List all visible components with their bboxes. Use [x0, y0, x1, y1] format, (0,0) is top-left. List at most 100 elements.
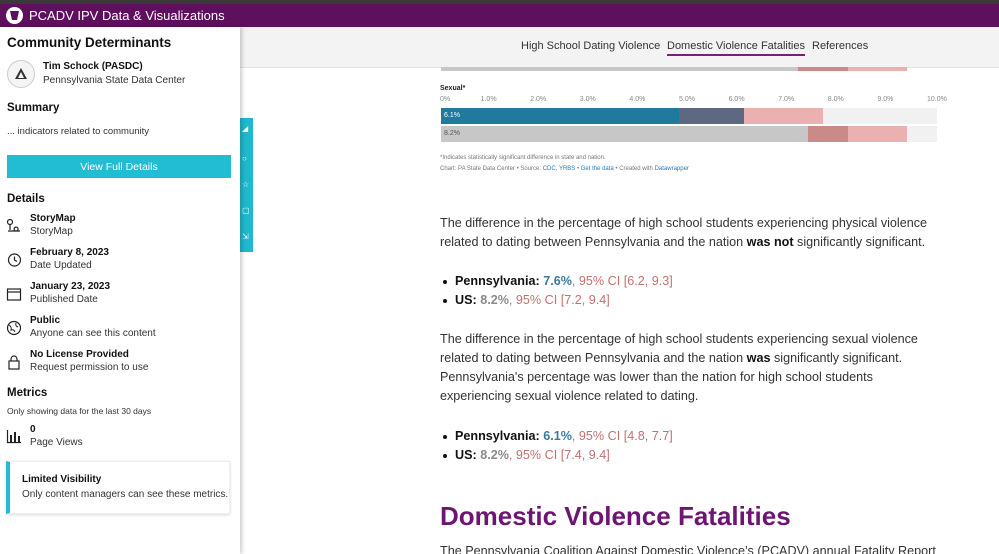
- detail-visibility-sub: Anyone can see this content: [30, 328, 156, 339]
- physical-violence-paragraph: The difference in the percentage of high…: [440, 214, 940, 252]
- para1-emphasis: was not: [746, 235, 794, 249]
- metrics-heading: Metrics: [7, 387, 48, 399]
- sexual-violence-paragraph: The difference in the percentage of high…: [440, 330, 940, 406]
- list-item: Pennsylvania: 7.6%, 95% CI [6.2, 9.3]: [440, 272, 673, 291]
- story-content: High School Dating Violence Domestic Vio…: [240, 27, 999, 554]
- list-label: Pennsylvania:: [455, 429, 540, 443]
- frame-icon[interactable]: ▢: [242, 206, 250, 215]
- prev-row-ci-upper-bar: [847, 67, 908, 71]
- x-tick-label: 7.0%: [778, 96, 795, 103]
- history-icon: [7, 253, 22, 267]
- x-tick-label: 4.0%: [629, 96, 646, 103]
- x-tick-label: 8.0%: [827, 96, 844, 103]
- metrics-note: Only showing data for the last 30 days: [7, 406, 152, 416]
- item-title: Community Determinants: [7, 35, 172, 50]
- tab-domestic-violence-fatalities[interactable]: Domestic Violence Fatalities: [667, 40, 805, 56]
- tab-references[interactable]: References: [812, 40, 869, 52]
- sexual-violence-list: Pennsylvania: 6.1%, 95% CI [4.8, 7.7] US…: [440, 427, 673, 465]
- section-heading: Domestic Violence Fatalities: [440, 501, 791, 531]
- detail-updated: February 8, 2023: [30, 247, 109, 258]
- para2-emphasis: was: [746, 351, 771, 365]
- list-value: 8.2%: [480, 448, 509, 462]
- list-value: 7.6%: [543, 274, 572, 288]
- chart-section-label: Sexual*: [440, 85, 466, 92]
- details-heading: Details: [7, 193, 45, 205]
- detail-type-sub: StoryMap: [30, 226, 73, 237]
- detail-license: No License Provided: [30, 349, 129, 360]
- para2-text: The difference in the percentage of high…: [440, 332, 918, 365]
- chart-created-with: • Created with: [613, 166, 655, 172]
- bar-pennsylvania: [441, 108, 680, 124]
- owner-org: Pennsylvania State Data Center: [43, 75, 186, 86]
- prev-row-bar: [441, 67, 799, 71]
- sexual-violence-chart: Sexual* 0% 1.0% 2.0% 3.0% 4.0% 5.0% 6.0% 7.0% 8.…: [440, 67, 947, 177]
- notice-text: Only content managers can see these metr…: [22, 489, 229, 500]
- list-item: Pennsylvania: 6.1%, 95% CI [4.8, 7.7]: [440, 427, 673, 446]
- x-tick-label: 2.0%: [530, 96, 547, 103]
- detail-type: StoryMap: [30, 213, 76, 224]
- para1-text: The difference in the percentage of high…: [440, 216, 928, 249]
- circle-icon[interactable]: ○: [242, 154, 247, 163]
- lock-icon: [8, 355, 20, 370]
- list-item: US: 8.2%, 95% CI [7.2, 9.4]: [440, 291, 673, 310]
- details-sidebar: Community Determinants Tim Schock (PASDC…: [0, 27, 240, 554]
- chart-source: Chart: PA State Data Center • Source: CD…: [440, 166, 689, 172]
- x-tick-label: 0%: [440, 96, 451, 103]
- detail-visibility: Public: [30, 315, 61, 326]
- list-label: US:: [455, 293, 477, 307]
- app-title: PCADV IPV Data & Visualizations: [29, 8, 225, 23]
- list-label: Pennsylvania:: [455, 274, 540, 288]
- pennsylvania-keystone-logo-icon: [6, 7, 23, 24]
- list-label: US:: [455, 448, 477, 462]
- physical-violence-list: Pennsylvania: 7.6%, 95% CI [6.2, 9.3] US…: [440, 272, 673, 310]
- detail-published: January 23, 2023: [30, 281, 111, 292]
- detail-published-sub: Published Date: [30, 294, 98, 305]
- limited-visibility-notice: Limited Visibility Only content managers…: [6, 461, 230, 514]
- x-tick-label: 6.0%: [728, 96, 745, 103]
- x-tick-label: 5.0%: [679, 96, 695, 103]
- chart-source-prefix: Chart: PA State Data Center • Source:: [440, 166, 543, 172]
- owner-avatar[interactable]: [7, 60, 35, 88]
- page-views-value: 0: [30, 424, 36, 435]
- x-tick-label: 1.0%: [480, 96, 497, 103]
- bar-value-label: 8.2%: [444, 130, 460, 137]
- detail-updated-sub: Date Updated: [30, 260, 92, 271]
- view-full-details-button[interactable]: View Full Details: [7, 155, 231, 178]
- x-tick-label: 9.0%: [877, 96, 894, 103]
- ci-upper-bar: [743, 108, 823, 124]
- expand-icon[interactable]: ⇲: [242, 232, 249, 241]
- list-value: 8.2%: [480, 293, 509, 307]
- page-views-label: Page Views: [30, 437, 83, 448]
- bar-us: [441, 126, 809, 142]
- notice-title: Limited Visibility: [22, 474, 102, 485]
- storymap-icon: [6, 218, 20, 232]
- owner-name[interactable]: Tim Schock (PASDC): [43, 61, 143, 72]
- prev-row-ci-bar: [798, 67, 848, 71]
- bar-chart-icon: [6, 430, 21, 444]
- summary-heading: Summary: [7, 102, 60, 114]
- summary-text: ... indicators related to community: [7, 126, 150, 137]
- chart-source-separator: •: [575, 166, 581, 172]
- keystone-avatar-icon: [15, 68, 27, 79]
- tab-high-school-dating-violence[interactable]: High School Dating Violence: [521, 40, 661, 52]
- get-the-data-link[interactable]: Get the data: [580, 166, 614, 172]
- story-side-actions: ◢ ○ ☆ ▢ ⇲: [240, 118, 253, 252]
- story-nav: High School Dating Violence Domestic Vio…: [240, 27, 999, 68]
- star-icon[interactable]: ☆: [242, 180, 250, 189]
- globe-icon: [6, 320, 22, 336]
- list-ci: , 95% CI [6.2, 9.3]: [571, 274, 673, 288]
- list-ci: , 95% CI [7.4, 9.4]: [508, 448, 610, 462]
- cdc-yrbs-link[interactable]: CDC, YRBS: [542, 166, 576, 172]
- share-icon[interactable]: ◢: [242, 124, 249, 133]
- list-item: US: 8.2%, 95% CI [7.4, 9.4]: [440, 446, 673, 465]
- list-ci: , 95% CI [4.8, 7.7]: [571, 429, 673, 443]
- para1-text-end: significantly significant.: [793, 235, 926, 249]
- para2-text-end: significantly significant. Pennsylvania'…: [440, 351, 903, 403]
- bar-value-label: 6.1%: [444, 112, 460, 119]
- ci-upper-bar: [847, 126, 908, 142]
- app-header: PCADV IPV Data & Visualizations: [0, 0, 999, 27]
- calendar-icon: [6, 288, 22, 301]
- fatality-intro-text: The Pennsylvania Coalition Against Domes…: [440, 544, 936, 554]
- ci-lower-bar: [808, 126, 848, 142]
- datawrapper-link[interactable]: Datawrapper: [654, 166, 689, 172]
